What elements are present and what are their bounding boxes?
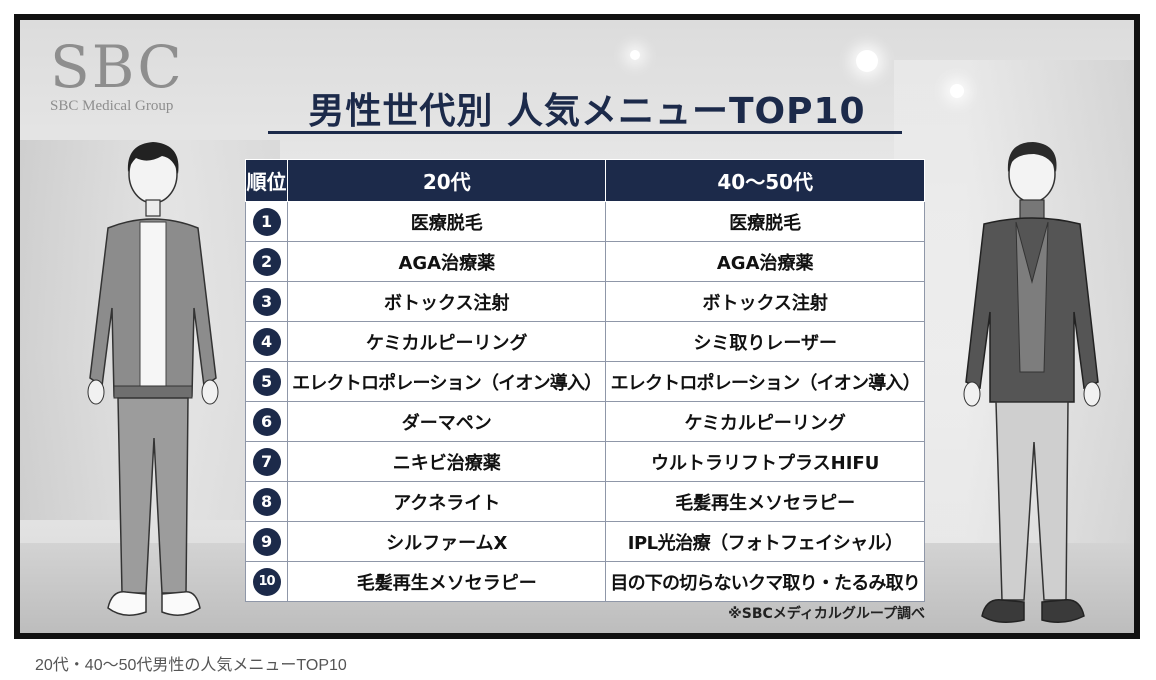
rank-badge: 9 bbox=[252, 527, 281, 556]
table-row: 2 AGA治療薬 AGA治療薬 bbox=[244, 241, 925, 282]
logo-mark: SBC bbox=[50, 33, 184, 101]
rank-badge: 3 bbox=[252, 287, 281, 316]
ceiling-light bbox=[630, 50, 640, 60]
rank-cell: 10 bbox=[244, 561, 289, 602]
rank-cell: 7 bbox=[244, 441, 289, 482]
menu-40s-50s-cell: IPL光治療（フォトフェイシャル） bbox=[605, 521, 925, 562]
rank-badge: 8 bbox=[252, 487, 281, 516]
menu-20s-cell: ボトックス注射 bbox=[287, 281, 607, 322]
header-40s-50s: 40〜50代 bbox=[605, 159, 925, 202]
infographic-title: 男性世代別 人気メニューTOP10 bbox=[308, 91, 866, 132]
rank-cell: 8 bbox=[244, 481, 289, 522]
menu-20s-cell: エレクトロポレーション（イオン導入） bbox=[287, 361, 607, 402]
young-man-illustration bbox=[87, 142, 219, 616]
rank-cell: 3 bbox=[244, 281, 289, 322]
rank-cell: 5 bbox=[244, 361, 289, 402]
table-row: 6 ダーマペン ケミカルピーリング bbox=[244, 401, 925, 442]
menu-40s-50s-cell: ウルトラリフトプラスHIFU bbox=[605, 441, 925, 482]
menu-40s-50s-cell: ボトックス注射 bbox=[605, 281, 925, 322]
table-row: 4 ケミカルピーリング シミ取りレーザー bbox=[244, 321, 925, 362]
survey-source-note: ※SBCメディカルグループ調べ bbox=[728, 606, 925, 622]
table-row: 3 ボトックス注射 ボトックス注射 bbox=[244, 281, 925, 322]
menu-40s-50s-cell: ケミカルピーリング bbox=[605, 401, 925, 442]
menu-40s-50s-cell: 目の下の切らないクマ取り・たるみ取り bbox=[605, 561, 925, 602]
header-20s: 20代 bbox=[287, 159, 607, 202]
menu-40s-50s-cell: 毛髪再生メソセラピー bbox=[605, 481, 925, 522]
rank-badge: 5 bbox=[252, 367, 281, 396]
logo-subtitle: SBC Medical Group bbox=[50, 98, 174, 114]
menu-20s-cell: ニキビ治療薬 bbox=[287, 441, 607, 482]
table-row: 7 ニキビ治療薬 ウルトラリフトプラスHIFU bbox=[244, 441, 925, 482]
menu-40s-50s-cell: エレクトロポレーション（イオン導入） bbox=[605, 361, 925, 402]
menu-20s-cell: シルファームX bbox=[287, 521, 607, 562]
menu-40s-50s-cell: 医療脱毛 bbox=[605, 201, 925, 242]
menu-40s-50s-cell: AGA治療薬 bbox=[605, 241, 925, 282]
rank-badge: 2 bbox=[252, 247, 281, 276]
rank-cell: 1 bbox=[244, 201, 289, 242]
rank-cell: 6 bbox=[244, 401, 289, 442]
rank-badge: 4 bbox=[252, 327, 281, 356]
rank-badge: 7 bbox=[252, 447, 281, 476]
rank-badge: 6 bbox=[252, 407, 281, 436]
menu-20s-cell: ダーマペン bbox=[287, 401, 607, 442]
table-row: 8 アクネライト 毛髪再生メソセラピー bbox=[244, 481, 925, 522]
rank-badge: 10 bbox=[252, 567, 281, 596]
image-caption: 20代・40〜50代男性の人気メニューTOP10 bbox=[35, 657, 347, 674]
ranking-table: 順位 20代 40〜50代 1 医療脱毛 医療脱毛 2 AGA治療薬 AGA治療… bbox=[244, 159, 925, 602]
infographic-frame: SBC SBC Medical Group 男性世代別 人気メニューTOP10 bbox=[14, 14, 1140, 639]
title-underline bbox=[268, 131, 902, 134]
rank-cell: 2 bbox=[244, 241, 289, 282]
menu-20s-cell: AGA治療薬 bbox=[287, 241, 607, 282]
table-row: 9 シルファームX IPL光治療（フォトフェイシャル） bbox=[244, 521, 925, 562]
rank-cell: 9 bbox=[244, 521, 289, 562]
rank-cell: 4 bbox=[244, 321, 289, 362]
table-row: 10 毛髪再生メソセラピー 目の下の切らないクマ取り・たるみ取り bbox=[244, 561, 925, 602]
ceiling-light bbox=[856, 50, 878, 72]
table-row: 5 エレクトロポレーション（イオン導入） エレクトロポレーション（イオン導入） bbox=[244, 361, 925, 402]
middle-aged-man-illustration bbox=[963, 142, 1101, 623]
menu-20s-cell: ケミカルピーリング bbox=[287, 321, 607, 362]
menu-20s-cell: 医療脱毛 bbox=[287, 201, 607, 242]
menu-20s-cell: アクネライト bbox=[287, 481, 607, 522]
header-rank: 順位 bbox=[244, 159, 289, 202]
sbc-logo: SBC SBC Medical Group bbox=[50, 38, 184, 115]
table-header-row: 順位 20代 40〜50代 bbox=[244, 159, 925, 202]
ceiling-light bbox=[950, 84, 964, 98]
menu-40s-50s-cell: シミ取りレーザー bbox=[605, 321, 925, 362]
menu-20s-cell: 毛髪再生メソセラピー bbox=[287, 561, 607, 602]
infographic-image: SBC SBC Medical Group 男性世代別 人気メニューTOP10 bbox=[20, 20, 1134, 633]
rank-badge: 1 bbox=[252, 207, 281, 236]
table-row: 1 医療脱毛 医療脱毛 bbox=[244, 201, 925, 242]
